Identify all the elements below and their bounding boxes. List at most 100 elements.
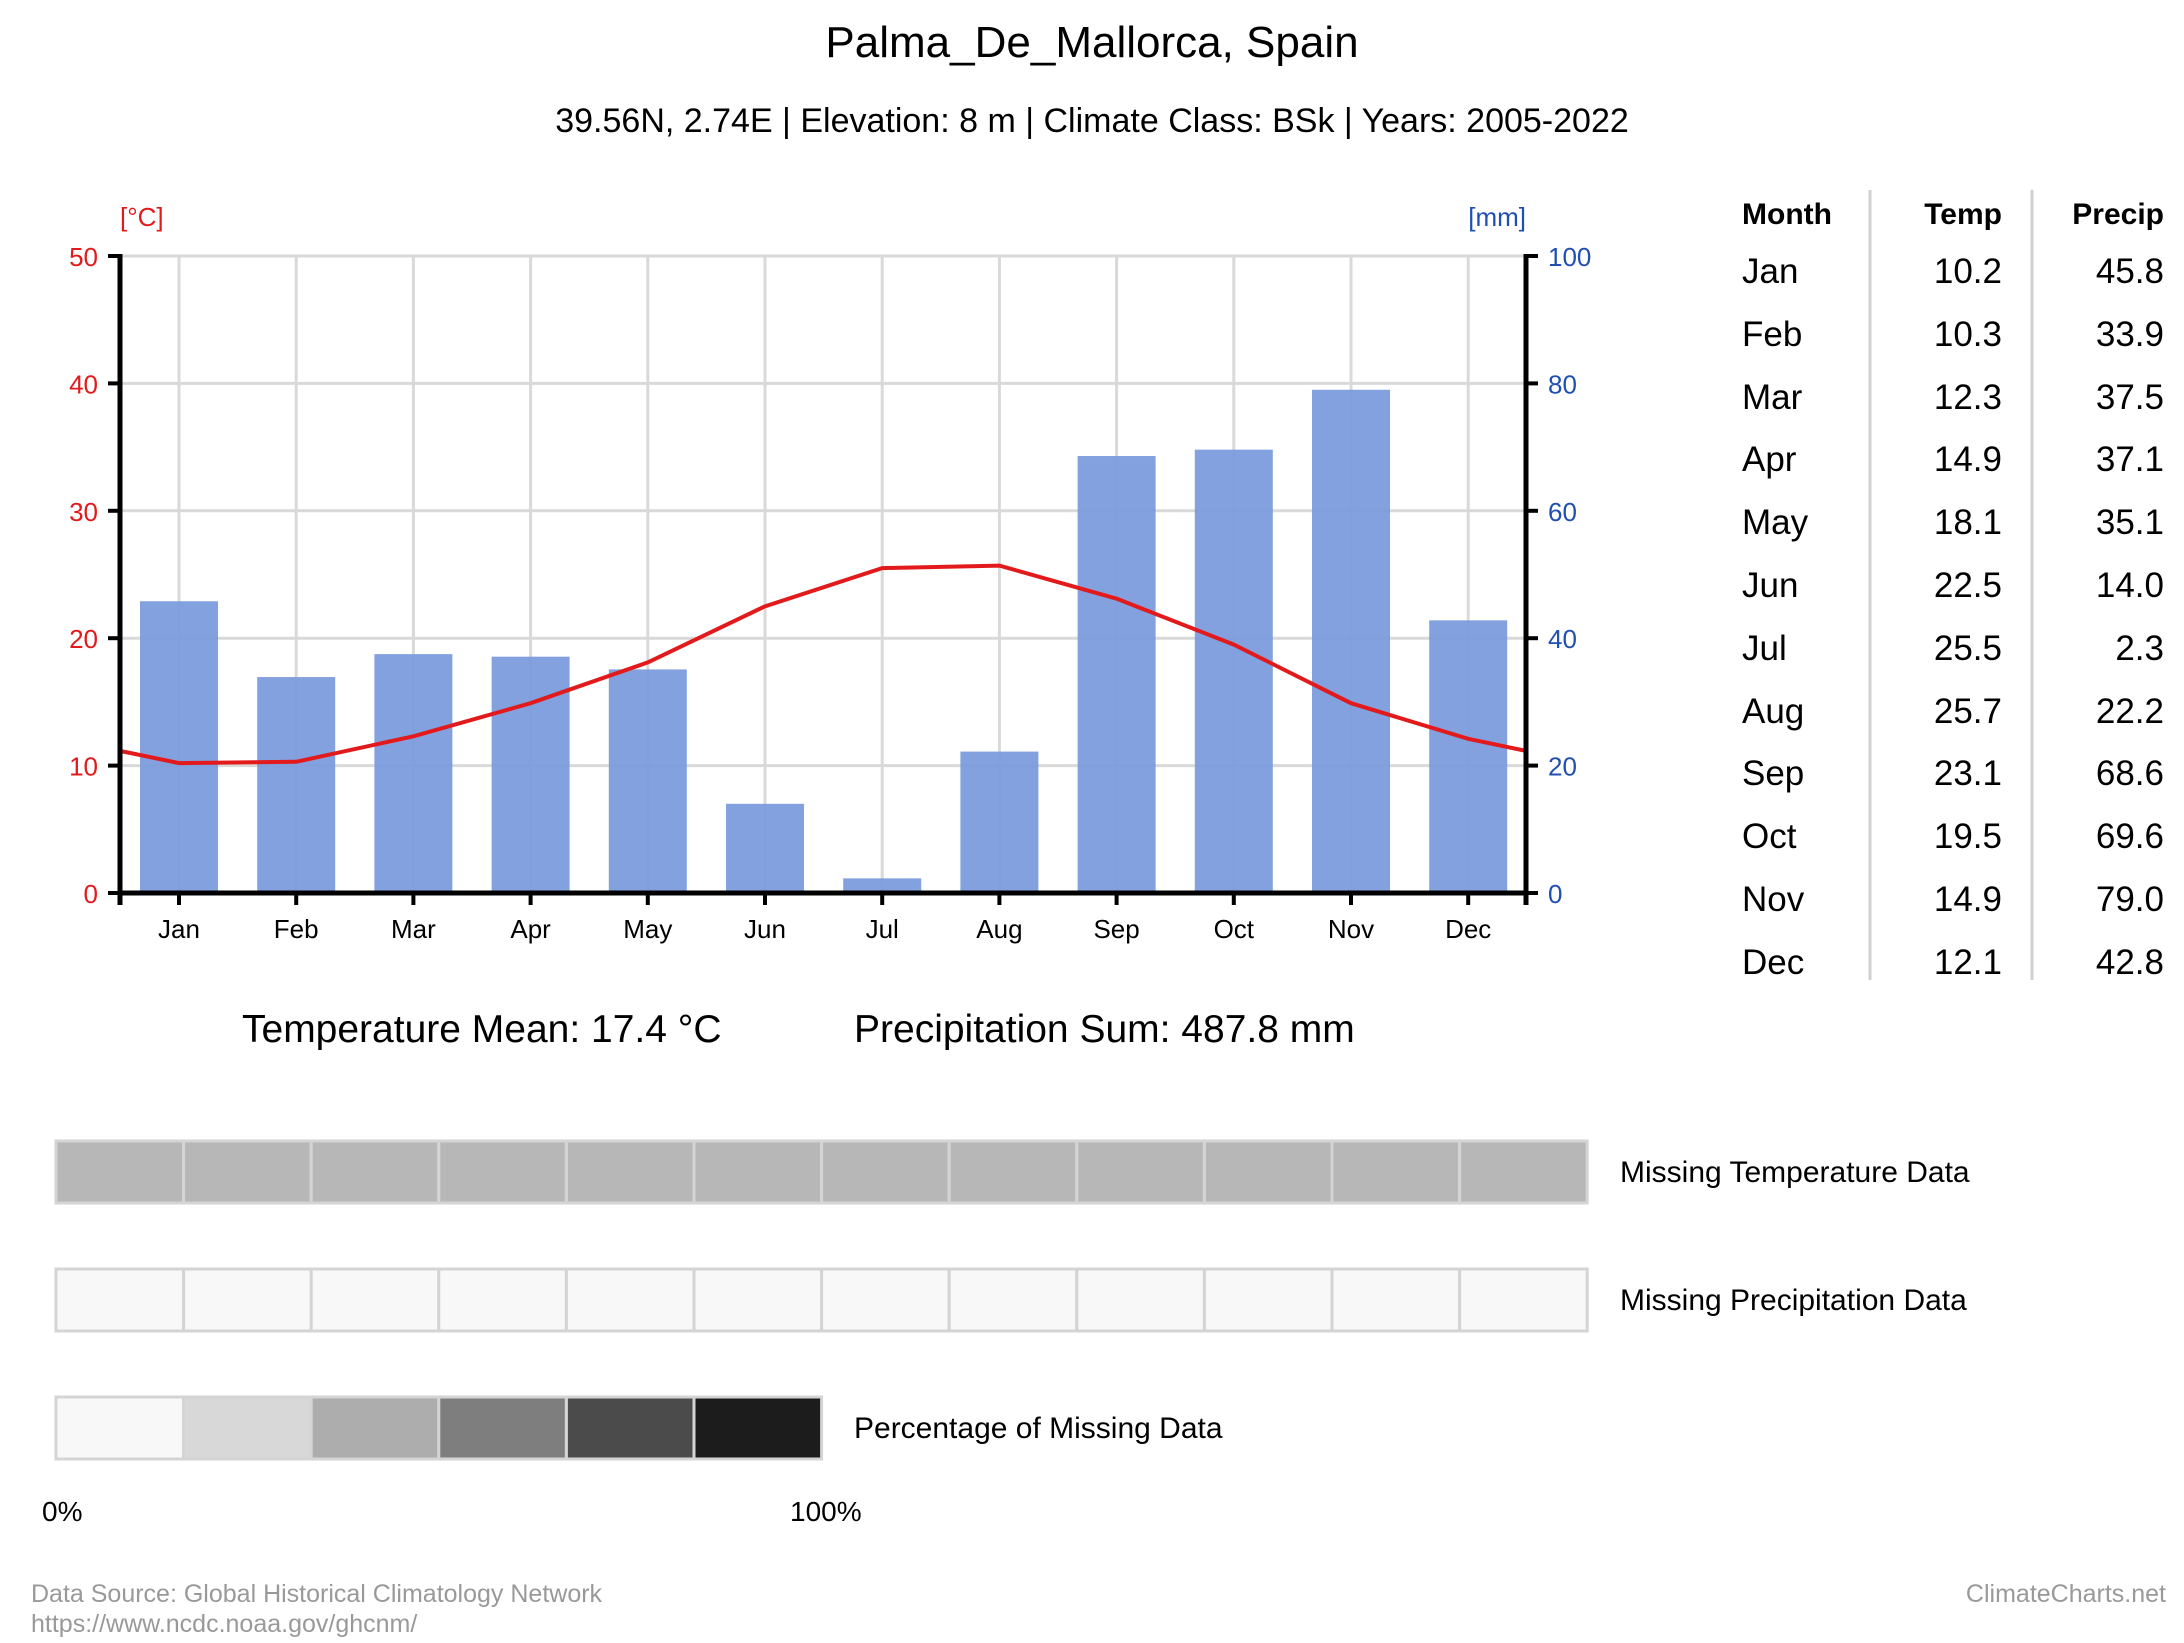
legend-max-label: 100% <box>790 1496 862 1527</box>
table-cell: 14.0 <box>2095 566 2164 605</box>
table-cell: Jan <box>1742 252 1799 291</box>
data-source-url[interactable]: https://www.ncdc.noaa.gov/ghcnm/ <box>31 1610 418 1638</box>
missing-legend-swatch <box>564 1395 696 1461</box>
precip-bar <box>1429 620 1508 893</box>
right-tick-label: 0 <box>1548 879 1562 909</box>
month-label: May <box>623 914 672 944</box>
month-label: Feb <box>274 914 319 944</box>
missing-legend-swatch <box>54 1395 186 1461</box>
missing-precip-cell <box>820 1267 951 1333</box>
table-cell: Sep <box>1742 754 1805 794</box>
missing-precip-cell <box>1202 1267 1334 1333</box>
missing-precip-cell <box>564 1267 696 1333</box>
left-tick-label: 30 <box>69 497 98 527</box>
missing-precip-cell <box>947 1267 1079 1333</box>
precip-bar <box>843 878 922 893</box>
left-tick-label: 50 <box>69 242 98 272</box>
right-tick-label: 60 <box>1548 497 1577 527</box>
missing-temperature-label: Missing Temperature Data <box>1620 1156 1970 1189</box>
table-cell: 10.3 <box>1933 314 2002 354</box>
right-tick-label: 80 <box>1548 369 1577 399</box>
table-cell: 14.9 <box>1933 880 2002 919</box>
table-cell: Jun <box>1742 566 1799 605</box>
precip-bar <box>374 654 453 893</box>
table-cell: 22.5 <box>1933 566 2002 605</box>
missing-temp-cell <box>564 1139 696 1205</box>
month-label: Nov <box>1328 914 1374 944</box>
missing-precip-cell <box>1330 1267 1462 1333</box>
table-cell: Nov <box>1742 880 1805 919</box>
table-cell: 19.5 <box>1933 817 2002 857</box>
precip-bar <box>1312 389 1390 893</box>
month-label: Jun <box>744 914 786 944</box>
table-cell: Apr <box>1742 440 1797 480</box>
precip-bar <box>140 601 218 893</box>
missing-temp-cell <box>437 1139 568 1205</box>
missing-temp-cell <box>692 1139 824 1205</box>
missing-legend-label: Percentage of Missing Data <box>854 1412 1223 1445</box>
missing-temp-cell <box>1075 1139 1206 1205</box>
data-source: Data Source: Global Historical Climatolo… <box>31 1580 603 1608</box>
table-cell: 33.9 <box>2095 314 2164 354</box>
table-cell: 25.5 <box>1933 628 2002 668</box>
table-cell: Oct <box>1742 817 1797 857</box>
left-tick-label: 20 <box>69 624 98 654</box>
left-tick-label: 0 <box>84 879 98 909</box>
table-cell: Jul <box>1742 628 1787 668</box>
left-tick-label: 40 <box>69 369 98 399</box>
table-cell: 14.9 <box>1933 440 2002 480</box>
table-cell: 45.8 <box>2095 252 2164 291</box>
missing-precip-cell <box>309 1267 441 1333</box>
table-cell: Feb <box>1742 314 1803 354</box>
chart-subtitle: 39.56N, 2.74E | Elevation: 8 m | Climate… <box>555 102 1629 140</box>
month-label: Jul <box>866 914 899 944</box>
table-cell: May <box>1742 503 1809 543</box>
missing-precip-cell <box>182 1267 313 1333</box>
legend-min-label: 0% <box>42 1496 83 1527</box>
left-axis-unit: [°C] <box>120 202 164 232</box>
table-cell: 68.6 <box>2095 754 2164 794</box>
month-label: Aug <box>976 914 1022 944</box>
table-cell: 2.3 <box>2115 628 2164 668</box>
month-label: Oct <box>1214 914 1255 944</box>
table-cell: 22.2 <box>2095 691 2164 731</box>
missing-legend-swatch <box>692 1395 824 1461</box>
precip-bar <box>960 751 1039 893</box>
brand-link[interactable]: ClimateCharts.net <box>1965 1580 2166 1608</box>
table-cell: 18.1 <box>1933 503 2002 543</box>
missing-precip-cell <box>692 1267 824 1333</box>
missing-precip-cell <box>1075 1267 1206 1333</box>
month-label: Sep <box>1093 914 1139 944</box>
precip-bar <box>1194 449 1273 893</box>
table-cell: 10.2 <box>1933 252 2002 291</box>
missing-precip-cell <box>54 1267 186 1333</box>
precip-bar <box>608 669 687 893</box>
missing-temp-cell <box>820 1139 951 1205</box>
missing-temp-cell <box>1202 1139 1334 1205</box>
missing-precip-cell <box>1458 1267 1589 1333</box>
table-cell: 12.1 <box>1933 942 2002 982</box>
table-cell: 35.1 <box>2095 503 2164 543</box>
table-cell: Dec <box>1742 942 1805 982</box>
missing-legend-swatch <box>182 1395 313 1461</box>
chart-title: Palma_De_Mallorca, Spain <box>825 18 1359 67</box>
missing-temp-cell <box>182 1139 313 1205</box>
table-cell: 23.1 <box>1933 754 2002 794</box>
table-cell: 69.6 <box>2095 817 2164 857</box>
month-label: Apr <box>510 914 551 944</box>
table-cell: Aug <box>1742 691 1805 731</box>
table-cell: 37.5 <box>2095 377 2164 417</box>
month-label: Jan <box>158 914 200 944</box>
table-header: Temp <box>1924 198 2002 231</box>
table-cell: 79.0 <box>2095 880 2164 919</box>
missing-legend-swatch <box>309 1395 441 1461</box>
table-cell: 42.8 <box>2095 942 2164 982</box>
table-header: Month <box>1742 198 1832 231</box>
table-cell: 37.1 <box>2095 440 2164 480</box>
missing-temp-cell <box>54 1139 186 1205</box>
precip-bar <box>1077 456 1156 893</box>
temperature-line <box>119 563 1527 766</box>
precipitation-sum: Precipitation Sum: 487.8 mm <box>854 1008 1355 1051</box>
table-cell: Mar <box>1742 377 1803 417</box>
